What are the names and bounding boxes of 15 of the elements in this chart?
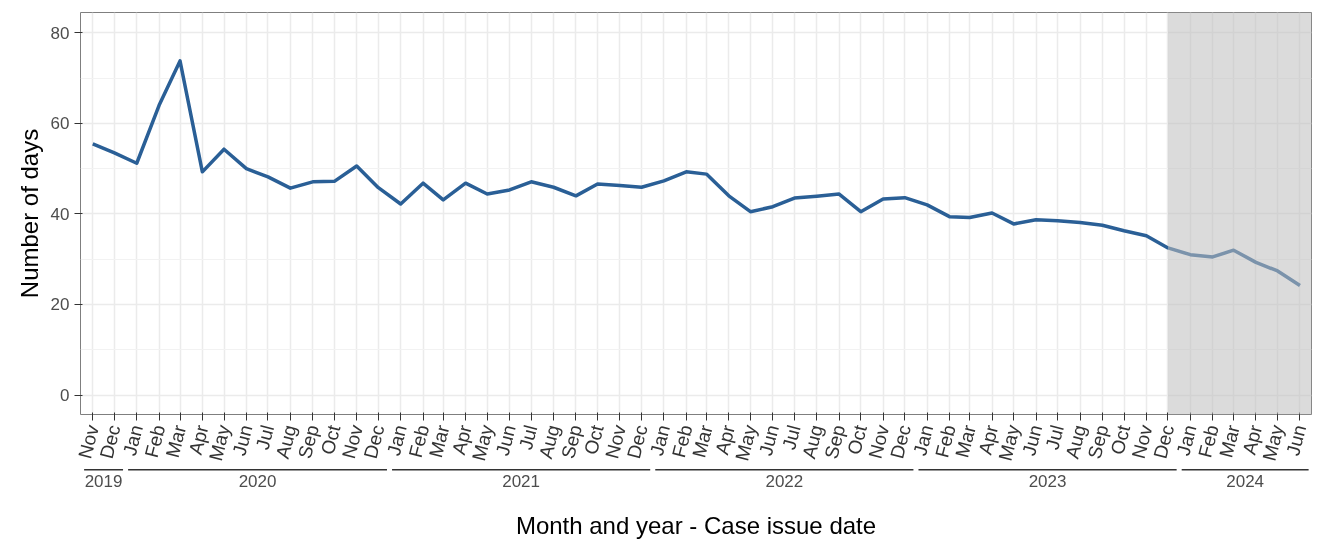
y-axis-title: Number of days <box>15 128 43 299</box>
x-axis-title: Month and year - Case issue date <box>515 511 877 539</box>
y-tick-label: 40 <box>50 204 70 224</box>
x-tick-label: Jul <box>1041 422 1068 452</box>
text: 2021 <box>502 471 541 491</box>
text: 2020 <box>238 471 277 491</box>
text: 2024 <box>1226 471 1265 491</box>
text: 2023 <box>1028 471 1067 491</box>
y-tick-label: 60 <box>50 114 70 134</box>
line-series <box>91 59 1302 288</box>
text: 2019 <box>84 471 123 491</box>
text: 2022 <box>765 471 804 491</box>
y-tick-label: 80 <box>50 23 70 43</box>
y-tick-label: 20 <box>50 295 70 315</box>
y-tick-label: 0 <box>60 386 70 406</box>
